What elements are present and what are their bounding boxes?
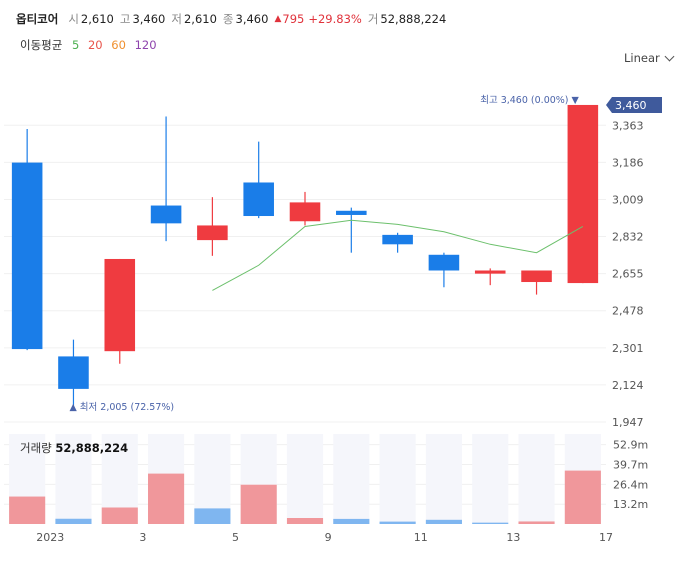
ma-60-label: 60 bbox=[111, 38, 126, 52]
price-axis-tick-label: 2,832 bbox=[612, 231, 644, 244]
volume-panel-value: 52,888,224 bbox=[55, 441, 129, 455]
x-axis-tick-label: 13 bbox=[506, 531, 520, 544]
x-axis-tick-label: 3 bbox=[139, 531, 146, 544]
price-axis-tick-label: 1,947 bbox=[612, 416, 644, 429]
last-price-tag-shape bbox=[606, 96, 662, 113]
price-axis-tick-label: 3,009 bbox=[612, 193, 644, 206]
price-axis-tick-label: 2,301 bbox=[612, 342, 644, 355]
volume-axis-tick-label: 52.9m bbox=[613, 439, 648, 452]
candle-body bbox=[521, 270, 552, 283]
close-value: 3,460 bbox=[235, 12, 269, 26]
volume-bar bbox=[425, 519, 462, 524]
volume-bar-background bbox=[379, 434, 416, 524]
volume-value: 52,888,224 bbox=[380, 12, 447, 26]
candle-body bbox=[336, 210, 367, 215]
candle-body bbox=[382, 234, 413, 245]
candle-body bbox=[11, 162, 43, 350]
change-value: 795 bbox=[282, 12, 305, 26]
last-price-label: 3,460 bbox=[615, 99, 647, 112]
up-arrow-icon: ▲ bbox=[274, 14, 282, 24]
volume-bar bbox=[55, 518, 92, 524]
x-axis-tick-label: 17 bbox=[599, 531, 613, 544]
moving-average-title: 이동평균 bbox=[20, 38, 63, 52]
ma-5-label: 5 bbox=[71, 38, 80, 52]
high-value: 3,460 bbox=[132, 12, 166, 26]
stock-header: 옵티코어 시 2,610 고 3,460 저 2,610 종 3,460 ▲ 7… bbox=[16, 10, 452, 28]
volume-bar bbox=[286, 518, 324, 524]
volume-axis-tick-label: 39.7m bbox=[613, 458, 648, 471]
candle-body bbox=[197, 225, 228, 241]
candle-body bbox=[150, 205, 182, 224]
scale-select-label: Linear bbox=[624, 51, 660, 65]
volume-bar bbox=[101, 507, 138, 524]
price-axis-tick-label: 2,478 bbox=[612, 305, 644, 318]
candle-body bbox=[289, 202, 321, 222]
candle-body bbox=[474, 270, 506, 274]
low-label: 저 bbox=[171, 12, 182, 26]
price-axis-tick-label: 3,186 bbox=[612, 156, 644, 169]
volume-bar-background bbox=[518, 434, 555, 524]
volume-bar bbox=[564, 470, 601, 524]
x-axis-tick-label: 5 bbox=[232, 531, 239, 544]
x-axis-tick-label: 11 bbox=[414, 531, 428, 544]
low-marker-label: ▲ 최저 2,005 (72.57%) bbox=[69, 402, 174, 413]
x-axis-tick-label: 2023 bbox=[36, 531, 64, 544]
ma5-line bbox=[212, 219, 584, 291]
volume-label: 거 bbox=[367, 12, 379, 26]
volume-bar-background bbox=[55, 434, 92, 524]
volume-bar bbox=[333, 518, 370, 524]
stock-name: 옵티코어 bbox=[16, 12, 59, 26]
volume-bar bbox=[472, 522, 509, 524]
moving-average-legend[interactable]: 이동평균 5 20 60 120 bbox=[20, 37, 162, 53]
close-label: 종 bbox=[222, 12, 234, 26]
volume-bar bbox=[240, 484, 277, 524]
volume-axis-tick-label: 13.2m bbox=[613, 498, 648, 511]
candle-body bbox=[428, 254, 460, 271]
high-marker-label: 최고 3,460 (0.00%) ▼ bbox=[480, 95, 579, 106]
open-value: 2,610 bbox=[80, 12, 114, 26]
volume-bar bbox=[379, 521, 416, 524]
ma-20-label: 20 bbox=[87, 38, 103, 52]
volume-bar bbox=[9, 496, 46, 524]
price-axis-tick-label: 3,363 bbox=[612, 119, 644, 132]
price-axis-tick-label: 2,124 bbox=[612, 379, 644, 392]
volume-bar-background bbox=[472, 434, 509, 524]
candle-body bbox=[58, 356, 89, 389]
high-label: 고 bbox=[119, 12, 131, 26]
volume-axis-tick-label: 26.4m bbox=[613, 478, 648, 491]
volume-panel-title: 거래량 52,888,224 bbox=[20, 440, 128, 456]
volume-bar bbox=[194, 508, 231, 524]
scale-select[interactable]: Linear bbox=[624, 51, 675, 65]
volume-bar-background bbox=[425, 434, 462, 524]
ma-120-label: 120 bbox=[134, 38, 157, 52]
volume-panel-label: 거래량 bbox=[20, 441, 52, 455]
low-value: 2,610 bbox=[183, 12, 217, 26]
open-label: 시 bbox=[68, 12, 79, 26]
volume-bar-background bbox=[286, 434, 324, 524]
candle-body bbox=[567, 104, 599, 284]
candle-body bbox=[243, 182, 274, 217]
volume-bar-background bbox=[333, 434, 370, 524]
x-axis-tick-label: 9 bbox=[325, 531, 332, 544]
volume-bar bbox=[148, 473, 185, 524]
change-percent: +29.83% bbox=[308, 12, 362, 26]
price-axis-tick-label: 2,655 bbox=[612, 268, 644, 281]
candle-body bbox=[104, 258, 136, 352]
last-price-tag: 3,460 bbox=[606, 96, 662, 113]
volume-bar bbox=[518, 521, 555, 524]
